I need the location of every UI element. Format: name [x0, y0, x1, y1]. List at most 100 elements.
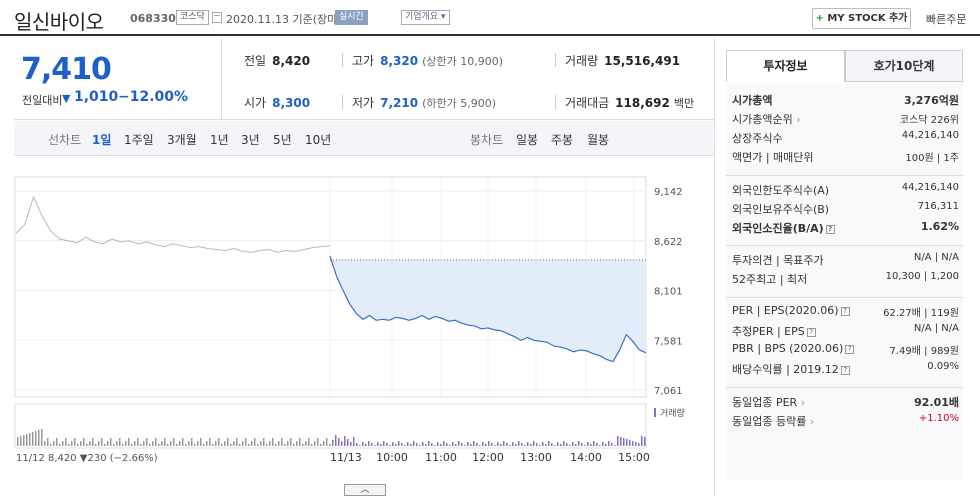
volume-bar — [599, 445, 601, 446]
volume-bar — [407, 442, 409, 446]
info-row: 동일업종 PER › 92.01배 — [732, 394, 959, 411]
info-row: 액면가 | 매매단위 100원 | 1주 — [732, 149, 959, 166]
tab-order-book[interactable]: 호가10단계 — [845, 50, 963, 82]
volume-bar — [515, 444, 517, 446]
period-1y[interactable]: 1년 — [210, 133, 229, 147]
volume-bar — [494, 445, 496, 446]
help-icon[interactable]: ? — [840, 366, 850, 375]
info-row: 외국인소진율(B/A)? 1.62% — [732, 220, 959, 237]
volume-bar — [431, 443, 433, 446]
period-1w[interactable]: 1주일 — [124, 133, 154, 147]
period-3m[interactable]: 3개월 — [167, 133, 197, 147]
volume-bar — [323, 441, 325, 446]
period-1d[interactable]: 1일 — [92, 133, 112, 147]
volume-bar — [188, 441, 190, 446]
volume-bar — [101, 438, 103, 446]
volume-bar — [251, 441, 253, 446]
info-value: 0.09% — [927, 361, 959, 372]
volume-bar — [326, 438, 328, 446]
period-10y[interactable]: 10년 — [305, 133, 332, 147]
volume-bar — [83, 438, 85, 446]
volume-bar — [626, 439, 628, 446]
realtime-button[interactable]: 실시간 — [335, 10, 368, 25]
stat-amount: 거래대금 118,692 백만 — [565, 96, 695, 110]
volume-bar — [245, 438, 247, 446]
volume-bar — [170, 441, 172, 446]
help-icon[interactable]: ? — [825, 225, 835, 234]
volume-bar — [578, 441, 580, 446]
add-mystock-button[interactable]: + MY STOCK 추가 — [812, 8, 911, 29]
info-key: 외국인한도주식수(A) — [732, 184, 830, 197]
info-row: 52주최고 | 최저 10,300 | 1,200 — [732, 271, 959, 288]
help-icon[interactable]: ? — [845, 345, 855, 354]
candle-daily[interactable]: 일봉 — [516, 133, 539, 147]
volume-bar — [59, 444, 61, 446]
volume-bar — [176, 444, 178, 446]
date-text: 2020.11.13 기준(장마감) — [226, 13, 352, 26]
volume-bar — [464, 445, 466, 446]
volume-bar — [605, 444, 607, 446]
volume-bar — [470, 444, 472, 446]
x-tick-label: 13:00 — [520, 451, 552, 464]
volume-bar — [20, 436, 22, 446]
volume-bar — [428, 441, 430, 446]
period-3y[interactable]: 3년 — [241, 133, 260, 147]
volume-bar — [224, 441, 226, 446]
volume-bar — [482, 442, 484, 446]
candle-monthly[interactable]: 월봉 — [587, 133, 610, 147]
volume-bar — [113, 444, 115, 446]
volume-bar — [383, 441, 385, 446]
volume-bar — [242, 441, 244, 446]
volume-bar — [377, 442, 379, 446]
volume-bar — [584, 445, 586, 446]
info-key: 52주최고 | 최저 — [732, 273, 808, 286]
info-row: 상장주식수 44,216,140 — [732, 130, 959, 147]
volume-bar — [317, 438, 319, 446]
volume-bar — [194, 444, 196, 446]
volume-bar — [137, 438, 139, 446]
quick-order-link[interactable]: 빠른주문 — [926, 13, 967, 26]
volume-bar — [149, 444, 151, 446]
company-overview-dropdown[interactable]: 기업개요 ▾ — [401, 10, 450, 25]
volume-bar — [203, 444, 205, 446]
volume-bar — [374, 445, 376, 446]
line-chart-label: 선차트 — [48, 133, 82, 147]
help-icon[interactable]: ? — [840, 307, 850, 316]
volume-bar — [173, 438, 175, 446]
volume-bar — [185, 444, 187, 446]
volume-bar — [167, 444, 169, 446]
volume-bar — [536, 443, 538, 446]
info-value: N/A | N/A — [913, 323, 959, 334]
y-tick-label: 7,581 — [654, 336, 683, 347]
volume-bar — [284, 444, 286, 446]
volume-bar — [152, 441, 154, 446]
tab-investment-info[interactable]: 투자정보 — [726, 50, 845, 82]
help-icon[interactable]: ? — [806, 328, 816, 337]
candle-weekly[interactable]: 주봉 — [551, 133, 574, 147]
volume-bar — [98, 441, 100, 446]
volume-bar — [587, 442, 589, 446]
info-key: 상장주식수 — [732, 132, 783, 145]
volume-bar — [395, 444, 397, 446]
volume-bar — [632, 441, 634, 446]
period-5y[interactable]: 5년 — [273, 133, 292, 147]
info-row: PER | EPS(2020.06)? 62.27배 | 119원 — [732, 304, 959, 321]
volume-bar — [434, 445, 436, 446]
volume-bar — [512, 442, 514, 446]
x-tick-label: 15:00 — [618, 451, 650, 464]
info-row: 추정PER | EPS? N/A | N/A — [732, 323, 959, 340]
info-key: 시가총액순위 › — [732, 113, 801, 126]
info-divider — [726, 175, 963, 176]
volume-bar — [557, 442, 559, 446]
volume-bar — [560, 444, 562, 446]
volume-bar — [128, 438, 130, 446]
info-key: 외국인소진율(B/A)? — [732, 220, 835, 236]
volume-bar — [50, 444, 52, 446]
volume-bar — [389, 445, 391, 446]
info-value: +1.10% — [918, 413, 959, 424]
x-tick-label: 12:00 — [472, 451, 504, 464]
volume-bar — [497, 442, 499, 446]
volume-bar — [527, 442, 529, 446]
collapse-button[interactable]: ︿ — [344, 484, 386, 496]
volume-bar — [458, 441, 460, 446]
